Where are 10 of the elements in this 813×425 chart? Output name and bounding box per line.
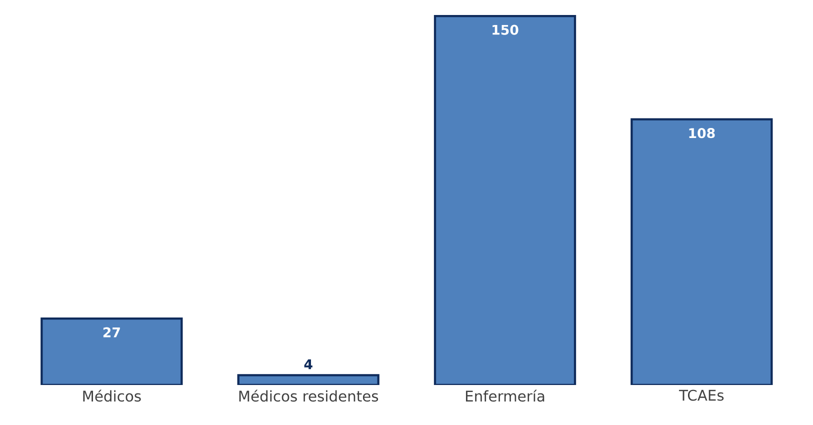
- x-tick-label: Médicos: [83, 390, 141, 402]
- bar: [42, 318, 182, 385]
- data-label: 150: [492, 24, 518, 35]
- x-tick-label: Médicos residentes: [239, 390, 378, 402]
- bar: [630, 118, 773, 385]
- data-label: 4: [304, 359, 312, 370]
- x-tick-label: TCAEs: [678, 390, 724, 401]
- x-tick-label: Enfermería: [466, 390, 544, 402]
- data-label: 108: [689, 128, 715, 138]
- data-label: 27: [103, 327, 120, 338]
